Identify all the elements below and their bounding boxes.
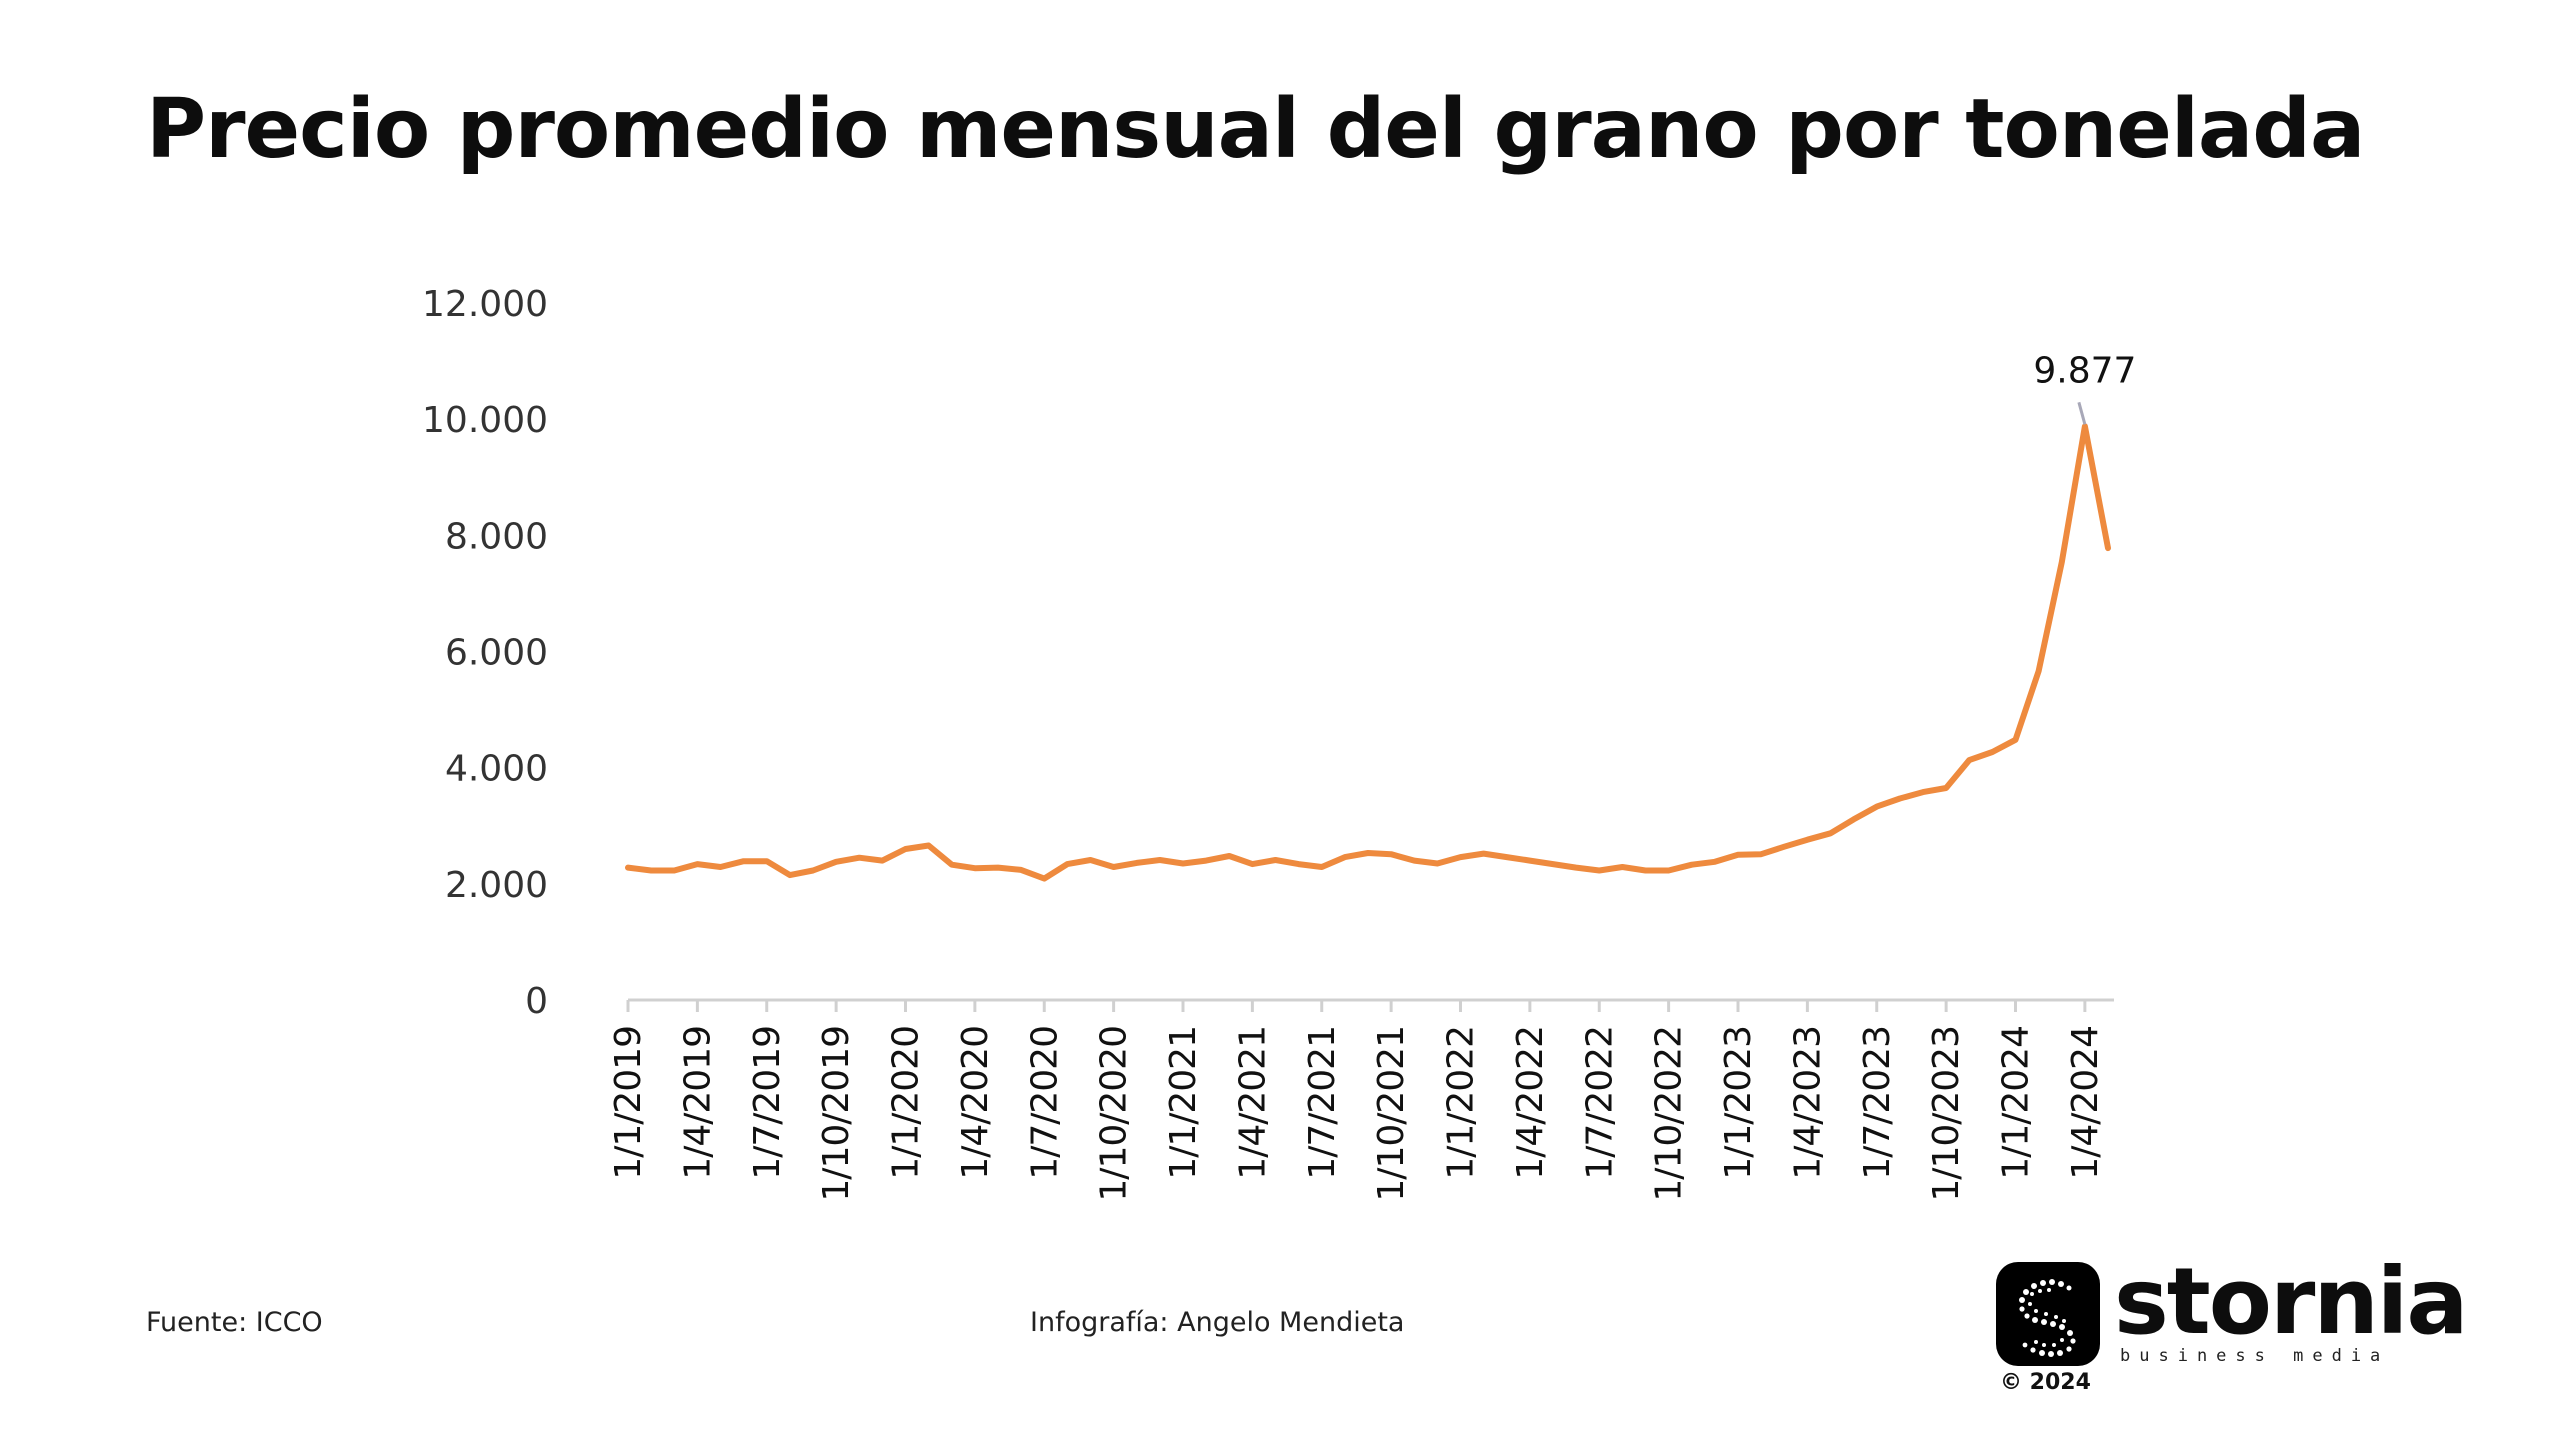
x-tick-label: 1/7/2022 [1579, 1026, 1620, 1180]
x-tick-label: 1/10/2022 [1649, 1026, 1690, 1202]
x-tick-label: 1/10/2023 [1926, 1026, 1967, 1202]
infographic-credit: Infografía: Angelo Mendieta [1030, 1307, 1405, 1338]
x-tick-label: 1/1/2019 [608, 1026, 649, 1180]
y-tick-label: 6.000 [445, 633, 548, 674]
x-axis-labels: 1/1/2019 1/4/2019 1/7/2019 1/10/2019 1/1/202… [608, 1026, 2106, 1202]
source-note: Fuente: ICCO [146, 1307, 323, 1338]
x-tick-label: 1/7/2020 [1024, 1026, 1065, 1180]
x-tick-label: 1/4/2023 [1787, 1026, 1828, 1180]
x-tick-label: 1/4/2022 [1510, 1026, 1551, 1180]
series-group [625, 423, 2111, 882]
x-tick-label: 1/7/2019 [747, 1026, 788, 1180]
annotation-leader-line [2077, 401, 2087, 425]
x-tick-label: 1/1/2022 [1441, 1026, 1482, 1180]
x-tick-label: 1/7/2023 [1857, 1026, 1898, 1180]
series-line [625, 423, 2111, 882]
x-tick-label: 1/7/2021 [1302, 1026, 1343, 1180]
page-title: Precio promedio mensual del grano por to… [146, 82, 2365, 177]
y-tick-label: 10.000 [422, 400, 548, 441]
y-tick-label: 12.000 [422, 284, 548, 325]
x-tick-label: 1/1/2020 [886, 1026, 927, 1180]
x-tick-label: 1/1/2023 [1718, 1026, 1759, 1180]
x-tick-label: 1/4/2021 [1232, 1026, 1273, 1180]
x-tick-label: 1/10/2021 [1371, 1026, 1412, 1202]
y-tick-label: 2.000 [445, 865, 548, 906]
y-axis-labels: 0 2.000 4.000 6.000 8.000 10.000 12.000 [422, 284, 548, 1022]
x-axis [626, 998, 2114, 1012]
y-tick-label: 4.000 [445, 749, 548, 790]
peak-value-label: 9.877 [2033, 350, 2136, 391]
x-tick-label: 1/10/2019 [816, 1026, 857, 1202]
logo-s-icon [1996, 1262, 2100, 1366]
x-tick-label: 1/1/2024 [1996, 1026, 2037, 1180]
x-tick-label: 1/4/2024 [2065, 1026, 2106, 1180]
x-tick-label: 1/4/2019 [677, 1026, 718, 1180]
x-tick-label: 1/10/2020 [1094, 1026, 1135, 1202]
copyright-notice: © 2024 [2000, 1370, 2091, 1395]
logo-name: stornia [2114, 1248, 2468, 1355]
logo-tagline: business media [2120, 1346, 2390, 1366]
x-tick-label: 1/4/2020 [955, 1026, 996, 1180]
y-tick-label: 0 [525, 981, 548, 1022]
brand-logo: stornia business media © 2024 [1996, 1248, 2468, 1402]
x-tick-label: 1/1/2021 [1163, 1026, 1204, 1180]
y-tick-label: 8.000 [445, 516, 548, 557]
annotation-group: 9.877 [2033, 350, 2136, 425]
